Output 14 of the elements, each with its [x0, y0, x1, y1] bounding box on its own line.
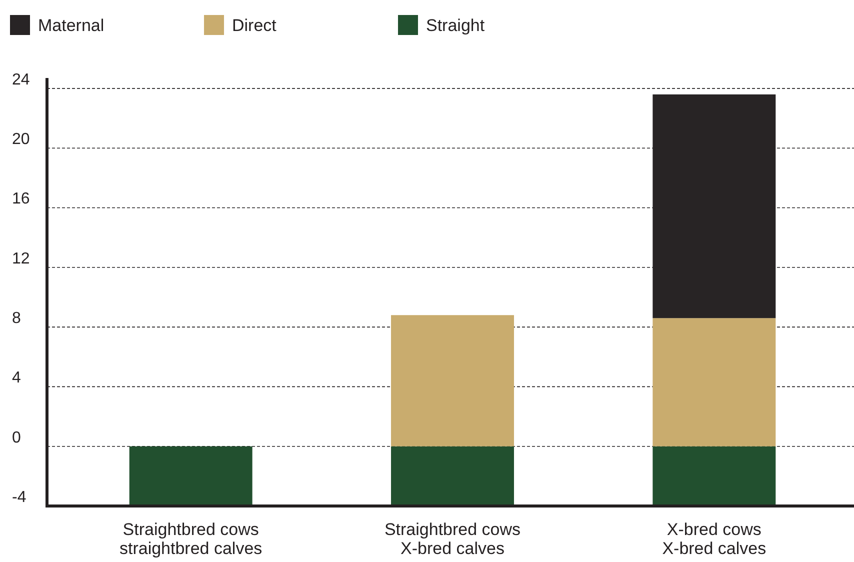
y-tick-label: 0 — [12, 429, 21, 446]
legend-label: Direct — [232, 16, 277, 35]
y-tick-label: 16 — [12, 190, 30, 208]
legend-label: Straight — [426, 16, 485, 35]
y-tick-label: 8 — [12, 310, 21, 328]
legend-label: Maternal — [38, 16, 104, 35]
x-tick-label: X-bred cows X-bred calves — [662, 520, 766, 558]
y-tick-label: 12 — [12, 250, 30, 268]
y-tick-label: 20 — [12, 131, 30, 148]
y-tick-label: -4 — [12, 489, 26, 506]
x-tick-label: Straightbred cows X-bred calves — [384, 520, 521, 558]
y-tick-label: 24 — [12, 71, 30, 88]
x-tick-label: Straightbred cows straightbred calves — [119, 520, 262, 558]
y-tick-label: 4 — [12, 370, 21, 387]
